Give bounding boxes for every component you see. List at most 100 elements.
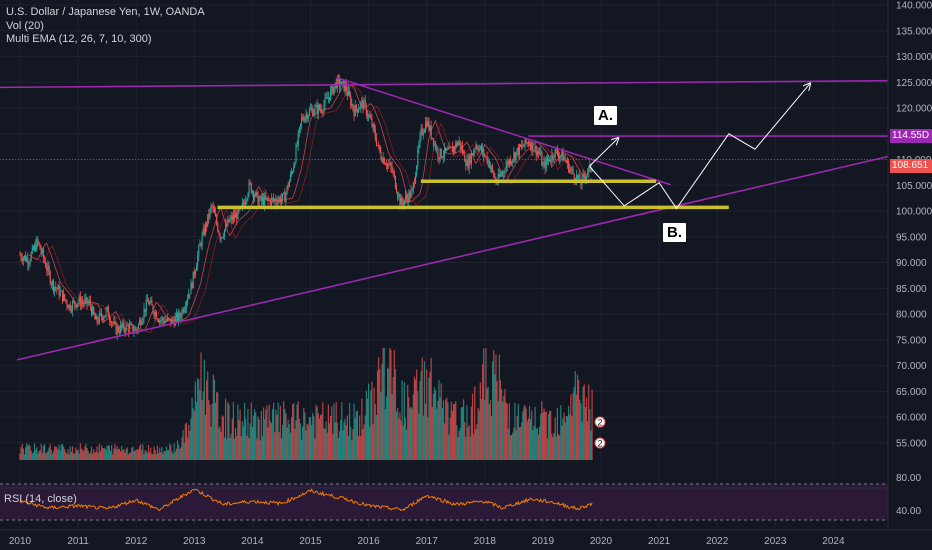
candle-body (577, 175, 579, 179)
volume-bar (193, 411, 195, 460)
candle-body (144, 308, 146, 312)
candle-body (321, 109, 323, 113)
candle-body (453, 146, 455, 153)
volume-bar (60, 444, 62, 460)
volume-bar (519, 426, 522, 460)
volume-bar (119, 451, 122, 460)
ema-indicator-label[interactable]: Multi EMA (12, 26, 7, 10, 300) (6, 33, 152, 45)
volume-indicator-label[interactable]: Vol (20) (6, 19, 44, 32)
volume-bar (476, 424, 478, 460)
volume-bar (31, 453, 33, 460)
x-tick-label: 2020 (590, 536, 613, 547)
candle-body (575, 175, 578, 182)
candle-body (383, 157, 385, 165)
candle-body (517, 147, 519, 155)
candle-body (393, 172, 395, 177)
candle-body (150, 300, 152, 303)
candle-body (526, 142, 528, 144)
volume-bar (511, 435, 513, 460)
volume-bar (522, 411, 524, 460)
volume-bar (581, 421, 583, 460)
volume-bar (475, 428, 477, 460)
candle-body (587, 172, 589, 175)
volume-bar (162, 453, 164, 460)
candle-body (108, 316, 110, 321)
candle-body (208, 214, 210, 218)
candle-body (502, 171, 504, 175)
volume-bar (109, 450, 112, 460)
volume-bar (560, 405, 562, 460)
volume-bar (527, 418, 529, 460)
volume-bar (84, 446, 86, 460)
candle-body (288, 180, 290, 188)
volume-bar (445, 399, 447, 460)
candle-body (64, 294, 66, 300)
x-tick-label: 2015 (299, 536, 322, 547)
y-tick-label: 100.000 (896, 207, 932, 218)
candle-body (78, 296, 80, 302)
volume-bar (245, 418, 247, 460)
candle-body (154, 312, 156, 316)
candle-body (94, 314, 96, 320)
volume-bar (420, 371, 422, 460)
volume-bar (248, 437, 250, 460)
volume-bar (169, 443, 171, 460)
volume-bar (237, 404, 239, 460)
volume-bar (314, 438, 316, 460)
candle-body (272, 198, 274, 199)
candle-body (427, 121, 429, 127)
volume-bar (140, 444, 142, 460)
volume-marker-icon (594, 416, 606, 428)
volume-bar (108, 445, 110, 460)
volume-bar (170, 445, 172, 460)
volume-bar (243, 402, 246, 460)
volume-bar (485, 348, 487, 460)
volume-bar (153, 446, 155, 460)
candle-body (430, 125, 432, 138)
volume-bar (471, 393, 474, 460)
candle-body (477, 148, 479, 152)
candle-body (520, 144, 522, 147)
volume-bar (256, 438, 258, 460)
candle-body (364, 100, 366, 105)
candle-body (236, 213, 238, 220)
candle-body (327, 97, 329, 99)
symbol-title[interactable]: U.S. Dollar / Japanese Yen, 1W, OANDA (6, 6, 205, 18)
volume-bar (290, 417, 293, 460)
volume-bar (312, 412, 314, 460)
candle-body (468, 155, 470, 169)
volume-bar (298, 418, 300, 460)
y-tick-label: 70.000 (896, 361, 927, 372)
volume-bar (462, 399, 465, 460)
candle-body (179, 312, 181, 318)
candle-body (418, 144, 420, 150)
volume-bar (412, 394, 414, 460)
volume-bar (315, 404, 317, 460)
candle-body (250, 183, 252, 193)
candle-body (579, 174, 581, 183)
candle-body (221, 237, 223, 239)
volume-bar (328, 423, 331, 460)
candle-body (191, 282, 193, 289)
volume-bar (582, 386, 584, 460)
candle-body (226, 223, 228, 226)
volume-bar (438, 380, 440, 460)
y-tick-label: 60.000 (896, 413, 927, 424)
rsi-indicator-label[interactable]: RSI (14, close) (4, 493, 77, 505)
candle-body (28, 263, 30, 265)
candle-body (565, 160, 567, 164)
candle-body (522, 145, 524, 147)
volume-bar (326, 432, 328, 460)
volume-bar (252, 415, 255, 460)
volume-bar (343, 421, 345, 460)
candle-body (139, 320, 141, 325)
candle-body (99, 313, 102, 315)
candle-body (124, 329, 126, 332)
candle-body (285, 192, 287, 203)
candle-body (543, 161, 545, 166)
candle-body (268, 199, 270, 201)
candle-body (170, 318, 172, 325)
volume-bar (481, 364, 484, 460)
candle-body (302, 117, 304, 120)
